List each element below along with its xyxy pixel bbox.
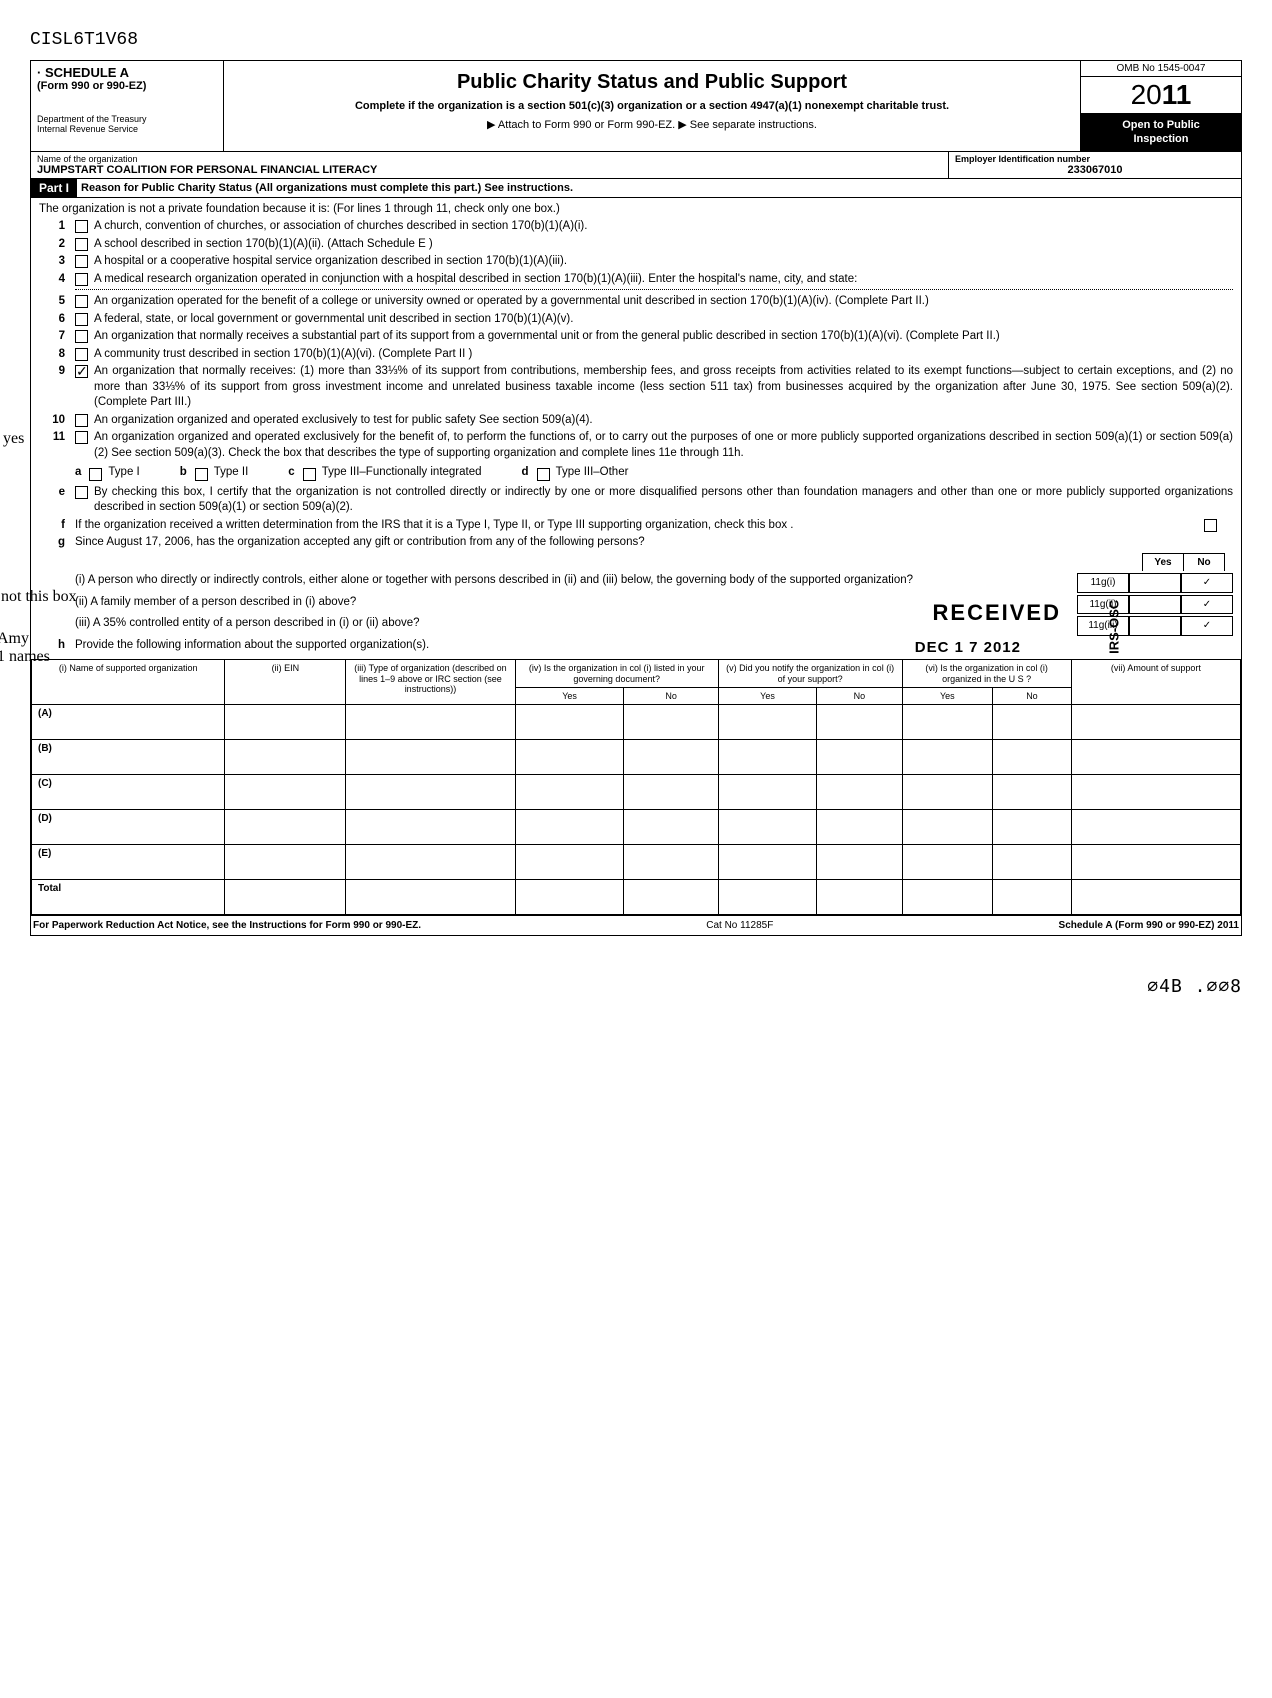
line-7: 7 An organization that normally receives… [39,329,1233,345]
q-11g-iii: (iii) A 35% controlled entity of a perso… [75,616,1233,636]
table-row: (B) [32,740,1241,775]
part1-label: Part I [31,179,77,197]
line-8: 8 A community trust described in section… [39,347,1233,363]
header-left: · SCHEDULE A (Form 990 or 990-EZ) Depart… [31,61,224,151]
11gi-no[interactable]: ✓ [1181,573,1233,593]
subtitle: Complete if the organization is a sectio… [230,100,1074,112]
11giii-no[interactable]: ✓ [1181,616,1233,636]
line-3: 3 A hospital or a cooperative hospital s… [39,254,1233,270]
main-title: Public Charity Status and Public Support [230,71,1074,94]
checkbox-4[interactable] [75,273,88,286]
11gii-no[interactable]: ✓ [1181,595,1233,615]
yes-no-header: Yes No [75,553,1225,572]
org-name-row: Name of the organization JUMPSTART COALI… [31,152,1241,179]
form-code: CISL6T1V68 [30,30,1242,50]
g-questions: Yes No (i) A person who directly or indi… [75,553,1233,636]
line-2: 2 A school described in section 170(b)(1… [39,237,1233,253]
th-vi-no: No [993,688,1072,705]
checkbox-11a[interactable] [89,468,102,481]
header-row: · SCHEDULE A (Form 990 or 990-EZ) Depart… [31,61,1241,152]
org-name-label: Name of the organization [37,154,942,164]
part1-title: Reason for Public Charity Status (All or… [77,182,573,194]
checkbox-7[interactable] [75,330,88,343]
footer-cat: Cat No 11285F [706,920,773,931]
table-row: (E) [32,845,1241,880]
line-1: 1 A church, convention of churches, or a… [39,219,1233,235]
th-v-yes: Yes [718,688,816,705]
q-11g-i: (i) A person who directly or indirectly … [75,573,1233,593]
th-v-no: No [817,688,902,705]
omb-number: OMB No 1545-0047 [1081,61,1241,77]
ein-cell: Employer Identification number 233067010 [949,152,1241,178]
checkbox-5[interactable] [75,295,88,308]
open-public-badge: Open to Public Inspection [1081,114,1241,151]
table-row: (D) [32,810,1241,845]
line-9: 9 An organization that normally receives… [39,364,1233,411]
handwriting-yes: yes [3,428,24,450]
th-i: (i) Name of supported organization [32,660,225,705]
form-container: · SCHEDULE A (Form 990 or 990-EZ) Depart… [30,60,1242,936]
11giii-yes[interactable] [1129,616,1181,636]
checkbox-11e[interactable] [75,486,88,499]
checkbox-8[interactable] [75,348,88,361]
footer-left: For Paperwork Reduction Act Notice, see … [33,920,421,931]
checkbox-1[interactable] [75,220,88,233]
form-ref: (Form 990 or 990-EZ) [37,80,217,92]
footer: For Paperwork Reduction Act Notice, see … [31,915,1241,935]
line-10: 10 An organization organized and operate… [39,413,1233,429]
part1-header-row: Part I Reason for Public Charity Status … [31,179,1241,198]
bottom-stamp-code: ⌀4B .⌀⌀8 [30,976,1242,997]
ein-value: 233067010 [955,164,1235,176]
line-5: 5 An organization operated for the benef… [39,294,1233,310]
table-row: (C) [32,775,1241,810]
line-11h: h Provide the following information abou… [39,638,1233,654]
th-vi: (vi) Is the organization in col (i) orga… [902,660,1071,688]
table-row-total: Total [32,880,1241,915]
line-11: 11 An organization organized and operate… [39,430,1233,461]
th-iv: (iv) Is the organization in col (i) list… [515,660,718,688]
header-center: Public Charity Status and Public Support… [224,61,1081,151]
part1-body: The organization is not a private founda… [31,198,1241,660]
checkbox-11c[interactable] [303,468,316,481]
footer-right: Schedule A (Form 990 or 990-EZ) 2011 [1059,920,1239,931]
th-iv-yes: Yes [515,688,624,705]
th-iii: (iii) Type of organization (described on… [346,660,515,705]
checkbox-2[interactable] [75,238,88,251]
checkbox-3[interactable] [75,255,88,268]
th-iv-no: No [624,688,718,705]
table-row: (A) [32,705,1241,740]
ein-label: Employer Identification number [955,154,1235,164]
header-right: OMB No 1545-0047 2011 Open to Public Ins… [1081,61,1241,151]
11gii-yes[interactable] [1129,595,1181,615]
line-11-abcd: aType I bType II cType III–Functionally … [75,465,1233,481]
th-v: (v) Did you notify the organization in c… [718,660,902,688]
checkbox-10[interactable] [75,414,88,427]
line-11e: e By checking this box, I certify that t… [39,485,1233,516]
part1-intro: The organization is not a private founda… [39,202,1233,218]
attach-instruction: ▶ Attach to Form 990 or Form 990-EZ. ▶ S… [230,118,1074,131]
th-vi-yes: Yes [902,688,993,705]
org-name-cell: Name of the organization JUMPSTART COALI… [31,152,949,178]
line-4: 4 A medical research organization operat… [39,272,1233,288]
checkbox-11[interactable] [75,431,88,444]
line-11g: g Since August 17, 2006, has the organiz… [39,535,1233,551]
checkbox-11b[interactable] [195,468,208,481]
line-11f: f If the organization received a written… [39,518,1233,534]
checkbox-11f[interactable] [1204,519,1217,532]
q-11g-ii: (ii) A family member of a person describ… [75,595,1233,615]
checkbox-11d[interactable] [537,468,550,481]
11gi-yes[interactable] [1129,573,1181,593]
th-vii: (vii) Amount of support [1071,660,1240,705]
supported-org-table: (i) Name of supported organization (ii) … [31,659,1241,915]
org-name: JUMPSTART COALITION FOR PERSONAL FINANCI… [37,164,942,176]
checkbox-9[interactable] [75,365,88,378]
line-6: 6 A federal, state, or local government … [39,312,1233,328]
checkbox-6[interactable] [75,313,88,326]
handwriting-amy: Amy [0,628,29,650]
schedule-label: · SCHEDULE A [37,65,217,80]
handwriting-not-this-box: not this box [1,588,77,606]
th-ii: (ii) EIN [225,660,346,705]
tax-year: 2011 [1081,77,1241,114]
dept-treasury: Department of the Treasury Internal Reve… [37,114,217,134]
